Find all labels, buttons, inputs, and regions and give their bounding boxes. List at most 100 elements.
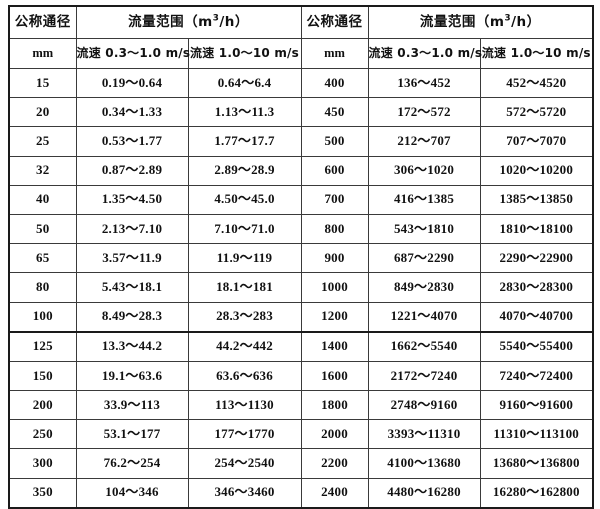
table-row: 350 104～346 346～3460 2400 4480～16280 16280～16…	[8, 477, 594, 509]
cell-flow-high-right: 572～5720	[479, 97, 594, 128]
cell-flow-high-left: 177～1770	[187, 419, 302, 450]
cell-flow-low-right: 687～2290	[367, 243, 481, 274]
cell-nominal-diameter-left: 50	[8, 213, 77, 245]
cell-flow-high-left: 63.6～636	[187, 360, 302, 392]
cell-flow-high-right: 9160～91600	[479, 390, 594, 421]
cell-flow-high-left: 44.2～442	[187, 331, 302, 362]
cell-flow-high-left: 1.13～11.3	[187, 97, 302, 128]
table-body: 15 0.19～0.64 0.64～6.4 400 136～452 452～4520 20 0…	[8, 67, 594, 509]
header-nominal-diameter-left: 公称通径	[8, 5, 77, 39]
header-flow-range-right: 流量范围（m3/h）	[367, 5, 594, 39]
cell-nominal-diameter-left: 250	[8, 419, 77, 450]
cell-flow-high-right: 2830～28300	[479, 272, 594, 303]
cell-nominal-diameter-left: 150	[8, 360, 77, 392]
cell-flow-high-left: 346～3460	[187, 477, 302, 509]
cell-flow-high-left: 18.1～181	[187, 272, 302, 303]
cell-nominal-diameter-right: 2200	[300, 448, 369, 479]
cell-nominal-diameter-left: 65	[8, 243, 77, 274]
flow-range-suffix-left: /h）	[219, 13, 249, 30]
cell-flow-high-left: 113～1130	[187, 390, 302, 421]
cell-nominal-diameter-right: 700	[300, 184, 369, 215]
cell-flow-low-left: 13.3～44.2	[75, 331, 189, 362]
table-row: 65 3.57～11.9 11.9～119 900 687～2290 2290～22900	[8, 243, 594, 274]
table-row: 300 76.2～254 254～2540 2200 4100～13680 13680～1…	[8, 448, 594, 479]
table-header: 公称通径 流量范围（m3/h） 公称通径 流量范围（m3/h） mm 流速 0.…	[8, 5, 594, 69]
cell-flow-low-right: 3393～11310	[367, 419, 481, 450]
cell-nominal-diameter-left: 350	[8, 477, 77, 509]
cell-nominal-diameter-right: 400	[300, 67, 369, 99]
cell-flow-low-right: 416～1385	[367, 184, 481, 215]
cell-nominal-diameter-right: 900	[300, 243, 369, 274]
cell-flow-high-right: 5540～55400	[479, 331, 594, 362]
cell-flow-high-right: 2290～22900	[479, 243, 594, 274]
cell-nominal-diameter-left: 40	[8, 184, 77, 215]
cell-flow-low-left: 0.87～2.89	[75, 155, 189, 186]
flow-range-table: 公称通径 流量范围（m3/h） 公称通径 流量范围（m3/h） mm 流速 0.…	[8, 5, 595, 509]
cell-flow-high-right: 11310～113100	[479, 419, 594, 450]
cell-flow-low-right: 2172～7240	[367, 360, 481, 392]
header-flow-range-left: 流量范围（m3/h）	[75, 5, 302, 39]
cell-nominal-diameter-left: 15	[8, 67, 77, 99]
cell-flow-low-right: 2748～9160	[367, 390, 481, 421]
cell-flow-low-left: 0.34～1.33	[75, 97, 189, 128]
cell-flow-low-right: 4480～16280	[367, 477, 481, 509]
cell-flow-low-right: 543～1810	[367, 213, 481, 245]
table-row: 15 0.19～0.64 0.64～6.4 400 136～452 452～4520	[8, 67, 594, 99]
header-velocity-low-left: 流速 0.3～1.0 m/s	[75, 38, 190, 69]
cell-nominal-diameter-right: 2000	[300, 419, 369, 450]
table-row: 250 53.1～177 177～1770 2000 3393～11310 11310～1…	[8, 419, 594, 450]
cell-flow-high-left: 4.50～45.0	[187, 184, 302, 215]
cell-flow-high-right: 1385～13850	[479, 184, 594, 215]
cell-flow-low-left: 8.49～28.3	[75, 301, 189, 333]
cell-flow-low-left: 2.13～7.10	[75, 213, 189, 245]
table-row: 32 0.87～2.89 2.89～28.9 600 306～1020 1020～1020…	[8, 155, 594, 186]
cell-flow-high-right: 1020～10200	[479, 155, 594, 186]
cell-flow-low-right: 306～1020	[367, 155, 481, 186]
cell-flow-high-left: 7.10～71.0	[187, 213, 302, 245]
cell-nominal-diameter-left: 200	[8, 390, 77, 421]
cell-nominal-diameter-right: 450	[300, 97, 369, 128]
cell-flow-low-right: 212～707	[367, 126, 481, 157]
cell-flow-high-left: 0.64～6.4	[187, 67, 302, 99]
cell-nominal-diameter-right: 2400	[300, 477, 369, 509]
cell-flow-low-left: 0.19～0.64	[75, 67, 189, 99]
cell-flow-high-right: 7240～72400	[479, 360, 594, 392]
table-row: 50 2.13～7.10 7.10～71.0 800 543～1810 1810～1810…	[8, 213, 594, 245]
cell-flow-low-left: 3.57～11.9	[75, 243, 189, 274]
cell-flow-low-right: 1662～5540	[367, 331, 481, 362]
cell-flow-low-left: 53.1～177	[75, 419, 189, 450]
header-row-secondary: mm 流速 0.3～1.0 m/s 流速 1.0～10 m/s mm 流速 0.…	[8, 38, 594, 69]
cell-flow-low-left: 0.53～1.77	[75, 126, 189, 157]
table-row: 125 13.3～44.2 44.2～442 1400 1662～5540 5540～55…	[8, 331, 594, 362]
table-row: 150 19.1～63.6 63.6～636 1600 2172～7240 7240～72…	[8, 360, 594, 392]
cell-nominal-diameter-left: 125	[8, 331, 77, 362]
cell-flow-high-left: 1.77～17.7	[187, 126, 302, 157]
cell-flow-high-left: 28.3～283	[187, 301, 302, 333]
header-unit-left: mm	[8, 38, 77, 69]
table-row: 80 5.43～18.1 18.1～181 1000 849～2830 2830～2830…	[8, 272, 594, 303]
flow-range-prefix-left: 流量范围（m	[128, 13, 213, 30]
flow-range-exponent-left: 3	[212, 13, 220, 24]
cell-flow-high-right: 4070～40700	[479, 301, 594, 333]
flow-range-suffix-right: /h）	[511, 13, 541, 30]
cell-nominal-diameter-left: 300	[8, 448, 77, 479]
flow-range-prefix-right: 流量范围（m	[419, 13, 505, 30]
cell-nominal-diameter-right: 600	[300, 155, 369, 186]
cell-nominal-diameter-right: 500	[300, 126, 369, 157]
table-row: 200 33.9～113 113～1130 1800 2748～9160 9160～916…	[8, 390, 594, 421]
cell-nominal-diameter-left: 20	[8, 97, 77, 128]
cell-nominal-diameter-left: 32	[8, 155, 77, 186]
table-row: 20 0.34～1.33 1.13～11.3 450 172～572 572～5720	[8, 97, 594, 128]
cell-flow-low-left: 1.35～4.50	[75, 184, 189, 215]
cell-flow-low-left: 19.1～63.6	[75, 360, 189, 392]
table-row: 100 8.49～28.3 28.3～283 1200 1221～4070 4070～40…	[8, 301, 594, 333]
cell-flow-low-right: 136～452	[367, 67, 481, 99]
cell-nominal-diameter-left: 100	[8, 301, 77, 333]
cell-flow-high-right: 452～4520	[479, 67, 594, 99]
cell-flow-low-right: 172～572	[367, 97, 481, 128]
cell-flow-low-left: 76.2～254	[75, 448, 189, 479]
cell-flow-low-right: 849～2830	[367, 272, 481, 303]
cell-flow-high-right: 13680～136800	[479, 448, 594, 479]
header-nominal-diameter-right: 公称通径	[300, 5, 369, 39]
cell-nominal-diameter-right: 1800	[300, 390, 369, 421]
